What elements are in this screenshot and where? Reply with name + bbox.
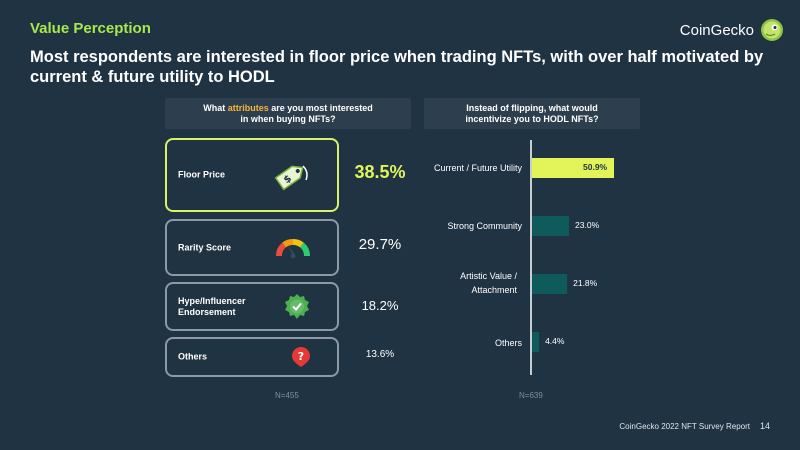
bar-value-0: 50.9%	[583, 162, 608, 172]
card-floor-price: Floor Price $	[165, 138, 339, 212]
card-hype-endorsement: Hype/Influencer Endorsement	[165, 282, 339, 331]
gecko-icon	[761, 19, 783, 41]
verified-badge-icon	[285, 293, 309, 319]
coingecko-logo: CoinGecko	[680, 18, 784, 42]
svg-text:?: ?	[298, 350, 304, 363]
hodl-bar-chart	[530, 140, 614, 375]
pct-rarity-score: 29.7%	[358, 236, 402, 253]
right-sample-size: N=639	[519, 391, 543, 400]
gauge-icon	[276, 238, 310, 258]
bar-value-1: 23.0%	[575, 220, 600, 230]
bar-1	[532, 216, 570, 236]
bar-value-2: 21.8%	[573, 278, 598, 288]
right-question-text: Instead of flipping, what would incentiv…	[465, 102, 599, 124]
question-prefix: What	[203, 102, 228, 113]
bar-3	[532, 332, 540, 352]
right-question: Instead of flipping, what would incentiv…	[424, 98, 640, 129]
card-others: Others ?	[165, 337, 339, 377]
pct-hype-endorsement: 18.2%	[361, 298, 399, 313]
cat-label-3: Others	[494, 338, 522, 348]
price-tag-icon: $	[274, 165, 308, 191]
bar-value-3: 4.4%	[545, 336, 565, 346]
cat-label-0: Current / Future Utility	[433, 163, 522, 173]
cat-label-1: Strong Community	[447, 221, 522, 231]
logo-text: CoinGecko	[679, 21, 754, 39]
left-sample-size: N=455	[275, 391, 299, 400]
report-name: CoinGecko 2022 NFT Survey Report	[619, 422, 750, 431]
cat-label-2-text: Artistic Value / Attachment	[460, 271, 517, 295]
bar-0	[532, 158, 614, 178]
pct-floor-price: 38.5%	[354, 162, 406, 182]
headline: Most respondents are interested in floor…	[30, 48, 764, 86]
cat-label-2: Artistic Value / Attachment	[392, 269, 517, 297]
left-question: What attributes are you most interested …	[165, 98, 411, 129]
pct-others: 13.6%	[365, 349, 395, 360]
page-number: 14	[759, 421, 770, 431]
question-suffix: are you most interested in when buying N…	[240, 102, 373, 124]
footer: CoinGecko 2022 NFT Survey Report 14	[619, 421, 770, 431]
question-icon: ?	[292, 347, 310, 367]
card-label: Floor Price	[178, 169, 226, 180]
card-label: Rarity Score	[178, 242, 232, 252]
card-label: Hype/Influencer Endorsement	[178, 295, 246, 317]
section-title: Value Perception	[30, 20, 151, 37]
question-highlight: attributes	[227, 102, 269, 113]
card-label: Others	[178, 351, 208, 362]
card-rarity-score: Rarity Score	[165, 219, 339, 276]
bar-2	[532, 274, 568, 294]
